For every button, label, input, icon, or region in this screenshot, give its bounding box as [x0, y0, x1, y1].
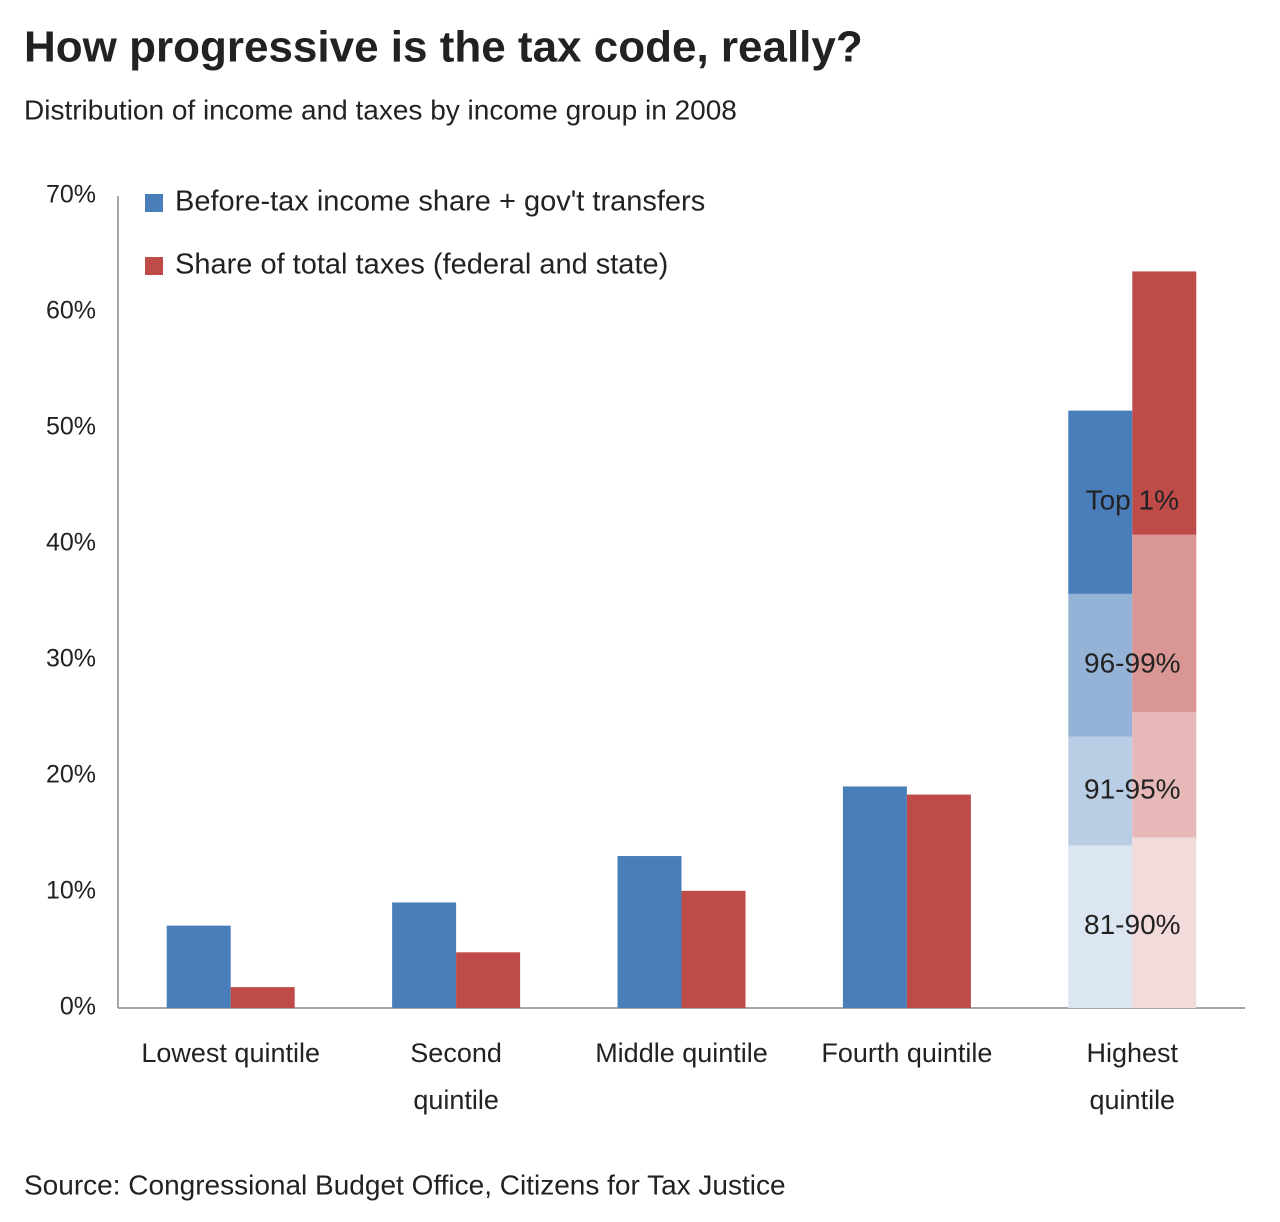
chart-subtitle: Distribution of income and taxes by inco…	[24, 94, 737, 125]
bar	[230, 987, 295, 1008]
x-tick-label: Lowest quintile	[141, 1038, 320, 1068]
segment-label: 96-99%	[1084, 648, 1181, 679]
bar	[842, 786, 907, 1008]
legend-label: Share of total taxes (federal and state)	[175, 249, 668, 281]
x-tick-label: Highest quintile	[1086, 1038, 1179, 1115]
x-tick-label: Middle quintile	[595, 1038, 768, 1068]
y-tick-label: 60%	[46, 297, 96, 325]
bar	[617, 856, 682, 1008]
bar	[681, 890, 746, 1008]
y-tick-label: 40%	[46, 529, 96, 557]
bar-segment	[1132, 271, 1197, 535]
legend-marker	[145, 257, 163, 275]
bar	[166, 925, 231, 1008]
segment-label: 91-95%	[1084, 773, 1181, 804]
bar	[906, 794, 971, 1008]
y-tick-label: 10%	[46, 877, 96, 905]
y-tick-label: 30%	[46, 645, 96, 673]
legend-label: Before-tax income share + gov't transfer…	[175, 186, 705, 218]
segment-label: 81-90%	[1084, 909, 1181, 940]
bar-segment	[1132, 837, 1197, 1008]
chart-title: How progressive is the tax code, really?	[24, 23, 863, 72]
y-tick-label: 70%	[46, 181, 96, 209]
bar-segment	[1068, 845, 1133, 1008]
source-note: Source: Congressional Budget Office, Cit…	[24, 1169, 786, 1200]
bar-segment	[1132, 534, 1197, 713]
y-tick-label: 50%	[46, 413, 96, 441]
legend-marker	[145, 194, 163, 212]
y-tick-label: 0%	[60, 993, 96, 1021]
bar-segment	[1068, 593, 1133, 737]
bar-segment	[1068, 410, 1133, 594]
segment-label: Top 1%	[1086, 485, 1179, 516]
bar	[392, 902, 457, 1008]
x-tick-label: Fourth quintile	[821, 1038, 993, 1068]
y-tick-label: 20%	[46, 761, 96, 789]
bar-segment	[1068, 736, 1133, 846]
x-tick-label: Second quintile	[410, 1038, 502, 1115]
bar-segment	[1132, 712, 1197, 838]
bar	[456, 952, 521, 1008]
